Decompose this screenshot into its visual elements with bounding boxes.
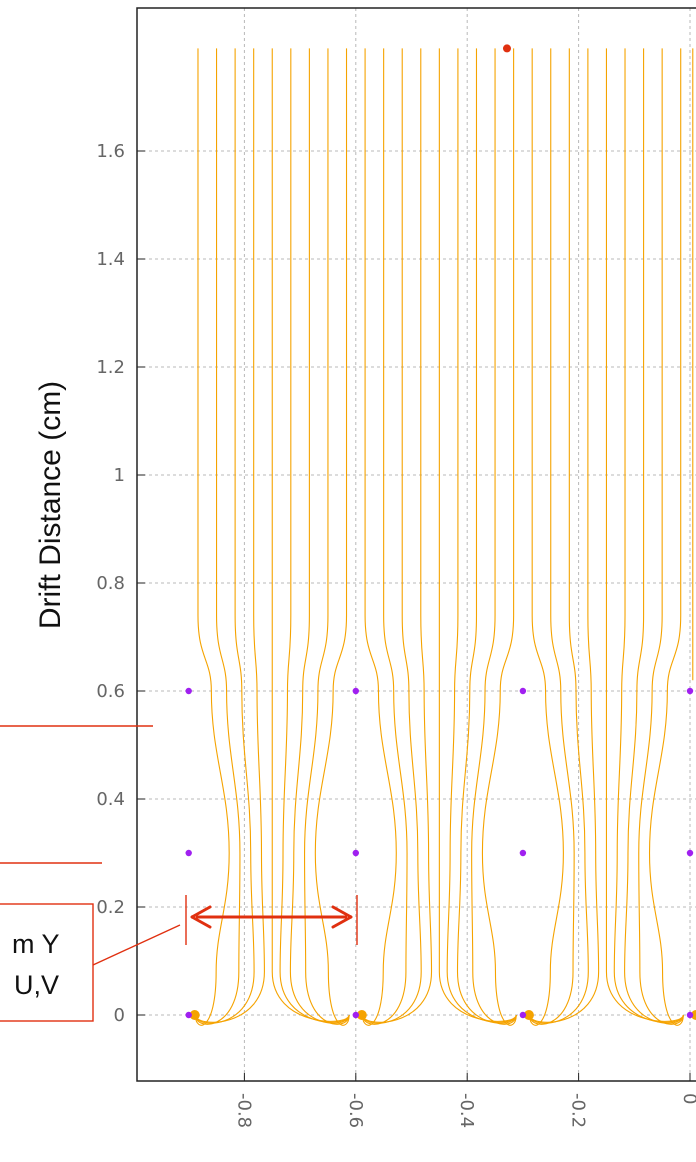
y-tick-label: 0 — [114, 1005, 125, 1026]
field-line — [194, 48, 265, 1023]
x-tick-label: -0.2 — [568, 1093, 589, 1128]
field-line — [194, 48, 230, 1026]
field-line — [361, 48, 433, 1023]
y-tick-label: 0.8 — [96, 573, 125, 594]
cathode-dot — [502, 44, 511, 53]
field-lines-layer — [194, 48, 694, 1026]
pitch-callout-box — [0, 903, 94, 1022]
x-tick-label: -0.8 — [233, 1093, 254, 1128]
annotation-layer: m Y U,V — [0, 725, 358, 1022]
field-line — [194, 48, 241, 1025]
y-tick-label: 1.2 — [96, 357, 125, 378]
field-line — [438, 48, 517, 1022]
field-line — [638, 48, 684, 1025]
y-tick-label: 0.4 — [96, 789, 125, 810]
wire-dot — [185, 849, 192, 857]
wire-dot — [352, 687, 359, 695]
wire-dot — [519, 1011, 527, 1019]
field-line — [605, 48, 684, 1022]
x-tick-label: -0.4 — [456, 1093, 477, 1128]
plot-frame — [136, 7, 696, 1082]
wire-dot — [686, 687, 694, 695]
field-line — [289, 48, 350, 1024]
field-line — [613, 48, 684, 1023]
collection-wire-glow — [691, 1010, 696, 1020]
y-tick-label: 1.4 — [96, 249, 125, 270]
field-line — [361, 48, 397, 1026]
wire-dot — [686, 1011, 694, 1019]
x-tick-label: 0 — [679, 1093, 696, 1104]
field-line — [361, 48, 422, 1024]
pitch-callout-leader — [92, 924, 181, 966]
field-line — [456, 48, 517, 1024]
y-tick-label: 0.6 — [96, 681, 125, 702]
pitch-callout-line2: U,V — [14, 970, 59, 1000]
field-line — [648, 48, 684, 1026]
collection-wire-glow — [523, 1010, 534, 1020]
wire-dot — [686, 849, 694, 857]
wires-layer — [185, 44, 696, 1020]
field-line — [314, 48, 350, 1026]
y-tick-label: 0.2 — [96, 897, 125, 918]
grid-layer — [137, 8, 696, 1081]
field-line — [471, 48, 517, 1025]
field-line — [304, 48, 350, 1025]
y-axis-label: Drift Distance (cm) — [34, 381, 67, 629]
collection-wire-glow — [189, 1010, 200, 1020]
x-tick-label: -0.6 — [345, 1093, 366, 1128]
collection-wire-glow — [356, 1010, 367, 1020]
field-line — [481, 48, 517, 1026]
wire-dot — [352, 1011, 359, 1019]
field-line — [624, 48, 684, 1024]
wire-dot — [519, 687, 527, 695]
field-line — [446, 48, 517, 1023]
wire-dot — [185, 1011, 192, 1019]
pitch-arrow-head-left — [190, 905, 212, 929]
field-line — [194, 48, 255, 1024]
field-line — [271, 48, 350, 1022]
field-line — [279, 48, 350, 1023]
pitch-callout-line1: m Y — [12, 929, 60, 959]
wire-dot — [352, 849, 359, 857]
ticks-layer: 0 0.2 0.4 0.6 0.8 1 1.2 1.4 1.6 -0.8 -0.6 -0.4 -0.2 0 — [96, 141, 696, 1128]
y-tick-label: 1 — [114, 465, 125, 486]
field-line — [529, 48, 564, 1026]
field-line — [361, 48, 408, 1025]
pitch-arrow-head-right — [331, 905, 353, 929]
wire-dot — [185, 687, 192, 695]
field-line — [529, 48, 600, 1023]
field-line — [529, 48, 589, 1024]
wire-dot — [519, 849, 527, 857]
field-line — [529, 48, 575, 1025]
y-tick-label: 1.6 — [96, 141, 125, 162]
